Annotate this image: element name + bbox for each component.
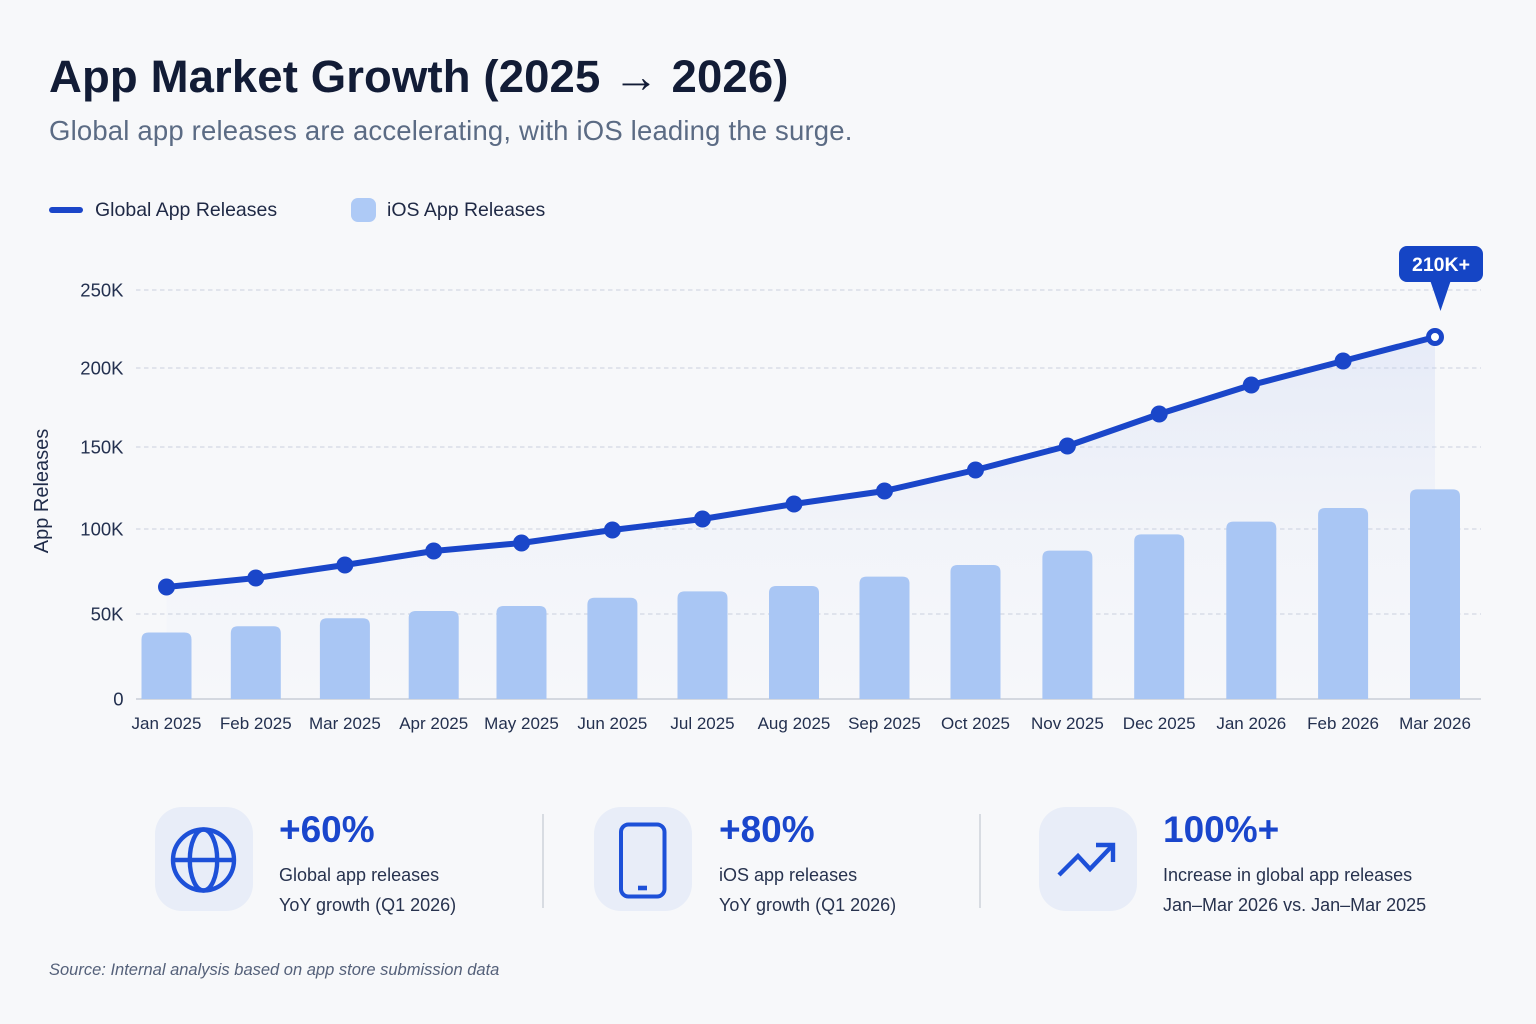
svg-text:0: 0 — [113, 689, 123, 710]
svg-text:Apr 2025: Apr 2025 — [399, 714, 468, 733]
svg-text:50K: 50K — [91, 604, 125, 625]
svg-text:App Releases: App Releases — [31, 429, 53, 554]
svg-text:100K: 100K — [80, 519, 124, 540]
svg-text:Feb 2025: Feb 2025 — [220, 714, 292, 733]
svg-text:Mar 2026: Mar 2026 — [1399, 714, 1471, 733]
svg-text:Mar 2025: Mar 2025 — [309, 714, 381, 733]
svg-text:Jan 2025: Jan 2025 — [132, 714, 202, 733]
svg-text:Jan 2026: Jan 2026 — [1216, 714, 1286, 733]
svg-text:May 2025: May 2025 — [484, 714, 559, 733]
svg-text:Sep 2025: Sep 2025 — [848, 714, 921, 733]
svg-text:Aug 2025: Aug 2025 — [758, 714, 831, 733]
svg-text:210K+: 210K+ — [1412, 254, 1470, 276]
svg-text:Jul 2025: Jul 2025 — [670, 714, 734, 733]
svg-text:250K: 250K — [80, 280, 124, 301]
svg-text:Jun 2025: Jun 2025 — [577, 714, 647, 733]
svg-text:Dec 2025: Dec 2025 — [1123, 714, 1196, 733]
svg-text:150K: 150K — [80, 437, 124, 458]
svg-text:Nov 2025: Nov 2025 — [1031, 714, 1104, 733]
svg-text:Oct 2025: Oct 2025 — [941, 714, 1010, 733]
svg-text:Feb 2026: Feb 2026 — [1307, 714, 1379, 733]
svg-text:200K: 200K — [80, 358, 124, 379]
